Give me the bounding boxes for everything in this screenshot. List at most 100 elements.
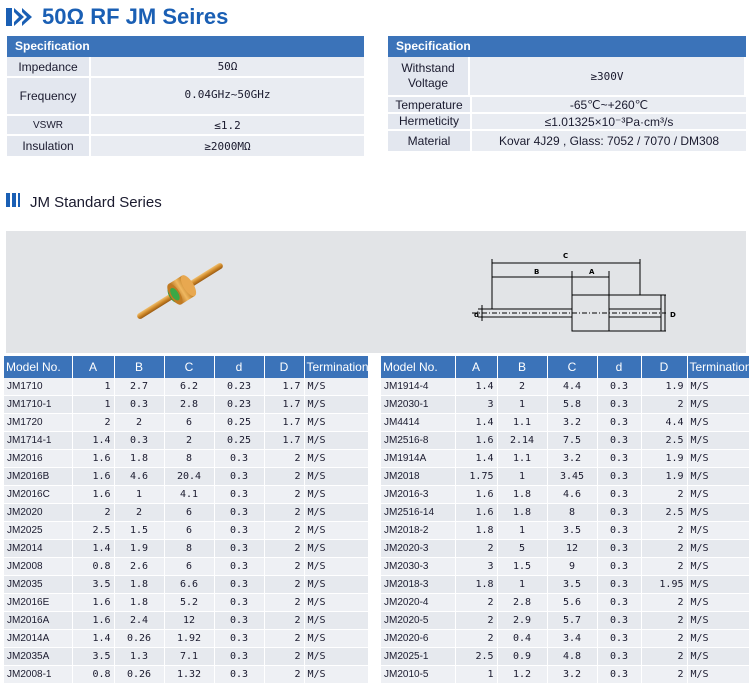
- value-cell: M/S: [304, 449, 369, 468]
- table-row: JM2008 0.8 2.6 6 0.3 2 M/S: [4, 557, 369, 576]
- value-cell: 4.6: [114, 467, 165, 486]
- spec-row: Withstand Voltage ≥300V: [388, 57, 746, 97]
- spec-row: Temperature -65℃~+260℃: [388, 97, 746, 114]
- value-cell: 2: [641, 647, 688, 666]
- value-cell: 1.95: [641, 575, 688, 594]
- value-cell: 3.2: [547, 665, 598, 684]
- value-cell: 1.4: [455, 449, 498, 468]
- series-table-right: Model No. A B C d D Termination JM1914-4…: [381, 356, 749, 684]
- value-cell: M/S: [687, 665, 749, 684]
- value-cell: 1.8: [455, 521, 498, 540]
- column-header: D: [641, 356, 688, 378]
- table-row: JM2516-8 1.6 2.14 7.5 0.3 2.5 M/S: [381, 431, 749, 450]
- value-cell: 0.3: [597, 485, 642, 504]
- model-cell: JM2035: [4, 575, 73, 594]
- column-header: d: [214, 356, 265, 378]
- value-cell: 1.6: [455, 431, 498, 450]
- value-cell: 2: [641, 629, 688, 648]
- value-cell: 0.3: [214, 575, 265, 594]
- value-cell: 2: [641, 665, 688, 684]
- value-cell: M/S: [304, 593, 369, 612]
- spec-label: Hermeticity: [388, 114, 472, 131]
- spec-header: Specification: [7, 36, 364, 57]
- table-row: JM2016 1.6 1.8 8 0.3 2 M/S: [4, 449, 369, 468]
- value-cell: M/S: [687, 485, 749, 504]
- value-cell: 9: [547, 557, 598, 576]
- value-cell: M/S: [687, 629, 749, 648]
- column-header: Termination: [304, 356, 369, 378]
- model-cell: JM2016: [4, 449, 73, 468]
- value-cell: M/S: [304, 665, 369, 684]
- value-cell: 0.8: [72, 665, 115, 684]
- model-cell: JM2018-3: [381, 575, 456, 594]
- model-cell: JM1914-4: [381, 378, 456, 396]
- dim-c-label: C: [563, 252, 568, 260]
- column-header: Model No.: [4, 356, 73, 378]
- model-cell: JM2018-2: [381, 521, 456, 540]
- value-cell: M/S: [687, 503, 749, 522]
- value-cell: 8: [164, 449, 215, 468]
- value-cell: 0.3: [597, 611, 642, 630]
- value-cell: 2: [497, 378, 548, 396]
- table-row: JM2025 2.5 1.5 6 0.3 2 M/S: [4, 521, 369, 540]
- table-row: JM1710-1 1 0.3 2.8 0.23 1.7 M/S: [4, 395, 369, 414]
- value-cell: 0.3: [597, 557, 642, 576]
- value-cell: 0.26: [114, 665, 165, 684]
- value-cell: 6: [164, 557, 215, 576]
- table-row: JM1710 1 2.7 6.2 0.23 1.7 M/S: [4, 378, 369, 396]
- model-cell: JM2014A: [4, 629, 73, 648]
- value-cell: 1.8: [114, 575, 165, 594]
- value-cell: 3.5: [72, 575, 115, 594]
- value-cell: 0.3: [597, 395, 642, 414]
- value-cell: 1.75: [455, 467, 498, 486]
- value-cell: 12: [164, 611, 215, 630]
- value-cell: 0.3: [214, 629, 265, 648]
- value-cell: 0.3: [597, 521, 642, 540]
- value-cell: 2: [641, 593, 688, 612]
- value-cell: 1.7: [264, 431, 305, 450]
- value-cell: 2: [455, 593, 498, 612]
- column-header: Model No.: [381, 356, 456, 378]
- spec-row: Impedance 50Ω: [7, 57, 364, 78]
- spec-row: Hermeticity ≤1.01325×10⁻³Pa·cm³/s: [388, 114, 746, 131]
- value-cell: M/S: [304, 395, 369, 414]
- spec-label: Temperature: [388, 97, 472, 114]
- value-cell: 3.5: [547, 521, 598, 540]
- value-cell: 2.5: [72, 521, 115, 540]
- value-cell: 1.4: [72, 539, 115, 558]
- model-cell: JM2030-1: [381, 395, 456, 414]
- spec-label: VSWR: [7, 116, 91, 136]
- value-cell: 0.3: [214, 557, 265, 576]
- value-cell: 1.4: [455, 413, 498, 432]
- value-cell: 2.14: [497, 431, 548, 450]
- value-cell: M/S: [687, 611, 749, 630]
- model-cell: JM2010-5: [381, 665, 456, 684]
- value-cell: 0.3: [597, 467, 642, 486]
- spec-label: Material: [388, 131, 472, 153]
- value-cell: 1: [72, 378, 115, 396]
- value-cell: 0.3: [214, 467, 265, 486]
- spec-value: 50Ω: [91, 57, 364, 78]
- table-row: JM2014A 1.4 0.26 1.92 0.3 2 M/S: [4, 629, 369, 648]
- value-cell: 1.1: [497, 413, 548, 432]
- table-row: JM2018-3 1.8 1 3.5 0.3 1.95 M/S: [381, 575, 749, 594]
- value-cell: 4.4: [641, 413, 688, 432]
- value-cell: M/S: [687, 395, 749, 414]
- value-cell: M/S: [304, 467, 369, 486]
- value-cell: 0.26: [114, 629, 165, 648]
- table-row: JM2020-4 2 2.8 5.6 0.3 2 M/S: [381, 593, 749, 612]
- value-cell: 2: [264, 521, 305, 540]
- value-cell: 2: [72, 413, 115, 432]
- dim-big-d-label: D: [670, 311, 676, 319]
- value-cell: 1.4: [72, 431, 115, 450]
- series-table-left: Model No. A B C d D Termination JM1710 1 2…: [4, 356, 369, 684]
- page-title-bar: 50Ω RF JM Seires: [6, 4, 228, 30]
- value-cell: 2: [164, 431, 215, 450]
- value-cell: 1.92: [164, 629, 215, 648]
- value-cell: 6.6: [164, 575, 215, 594]
- value-cell: 2.4: [114, 611, 165, 630]
- product-illustration: C B A d D: [137, 252, 676, 332]
- value-cell: 3: [455, 557, 498, 576]
- value-cell: 0.23: [214, 395, 265, 414]
- value-cell: 5.6: [547, 593, 598, 612]
